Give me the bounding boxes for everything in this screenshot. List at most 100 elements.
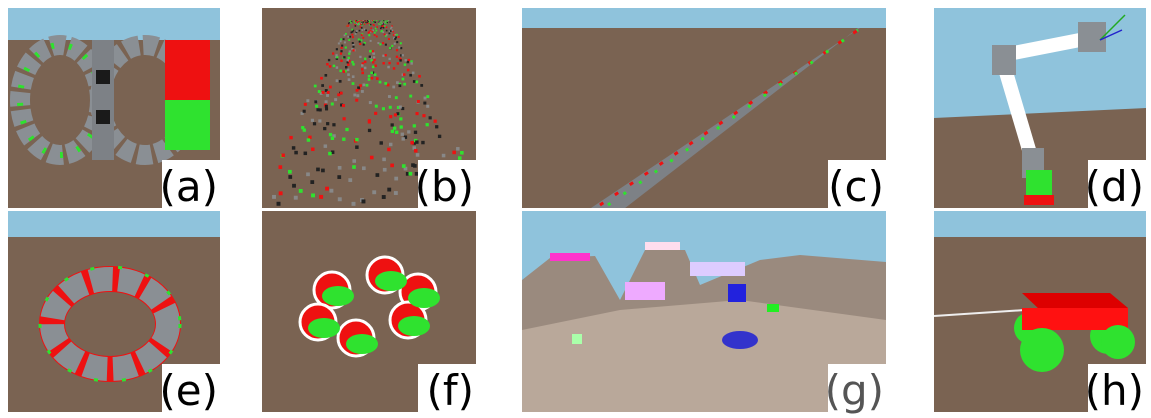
robot-dot: [306, 99, 309, 102]
robot-dot: [347, 63, 349, 65]
robot-dot: [361, 90, 364, 93]
robot-dot: [361, 27, 363, 29]
robot-dot: [354, 21, 355, 22]
panel-label: (e): [159, 366, 218, 415]
robot-dot: [358, 38, 360, 40]
robot-dot: [438, 135, 441, 138]
robot-dot: [372, 61, 374, 63]
robot-dot: [429, 116, 432, 119]
robot-dot: [385, 21, 386, 22]
robot-dot: [294, 151, 298, 155]
robot-dot: [332, 123, 335, 126]
robot-dot: [281, 154, 285, 158]
robot-dot: [380, 141, 383, 144]
robot-dot: [356, 20, 357, 21]
robot-dot: [375, 30, 377, 32]
robot-dot: [396, 41, 398, 43]
robot-dot: [414, 131, 417, 134]
robot-dot: [352, 75, 355, 78]
robot-dot: [365, 22, 366, 23]
robot-dot: [370, 40, 372, 42]
robot-dot: [321, 84, 324, 87]
robot-dot: [329, 133, 332, 136]
robot-dot: [355, 33, 357, 35]
robot-dot: [361, 72, 364, 75]
robot-dot: [363, 44, 365, 46]
robot-dot: [294, 196, 298, 200]
robot-dot: [370, 24, 371, 25]
robot-dot: [370, 156, 374, 160]
robot-dot: [333, 65, 335, 67]
robot-dot: [340, 52, 342, 54]
robot-dot: [388, 38, 390, 40]
robot-dot: [396, 56, 398, 58]
robot-dot: [393, 67, 396, 70]
robot-dot: [346, 25, 348, 27]
robot-dot: [352, 82, 355, 85]
robot-dot: [316, 108, 319, 111]
robot-dot: [393, 127, 396, 130]
robot-dot: [369, 20, 370, 21]
robot-dot: [373, 59, 375, 61]
robot-dot: [363, 83, 366, 86]
robot-dot: [292, 146, 295, 149]
robot-dot: [376, 20, 377, 21]
robot-dot: [383, 20, 384, 21]
robot-dot: [355, 99, 358, 102]
robot-dot: [368, 21, 369, 22]
robot-dot: [299, 189, 303, 193]
robot-dot: [409, 74, 412, 77]
robot-dot: [376, 77, 379, 80]
robot-dot: [379, 22, 380, 23]
robot-dot: [364, 29, 366, 31]
robot-dot: [314, 100, 317, 103]
robot-dot: [311, 148, 314, 151]
robot-dot: [381, 31, 383, 33]
robot-dot: [348, 25, 350, 27]
robot-dot: [397, 62, 399, 64]
robot-dot: [387, 66, 389, 68]
robot-dot: [364, 61, 366, 63]
robot-dot: [310, 180, 314, 184]
robot-dot: [349, 22, 350, 23]
robot-dot: [405, 59, 407, 61]
robot-dot: [374, 112, 377, 115]
robot-dot: [352, 46, 354, 48]
robot-dot: [387, 148, 390, 151]
robot-dot: [383, 168, 387, 172]
robot-dot: [416, 112, 419, 115]
robot-dot: [382, 195, 386, 199]
robot-dot: [426, 123, 429, 126]
robot-dot: [368, 75, 371, 78]
robot-dot: [356, 89, 359, 92]
robot-dot: [321, 169, 325, 173]
robot-dot: [332, 52, 334, 54]
robot-dot: [418, 75, 421, 78]
robot-dot: [345, 66, 347, 68]
robot-dot: [391, 30, 393, 32]
robot-dot: [382, 42, 384, 44]
robot-dot: [389, 115, 392, 118]
robot-dot: [355, 25, 357, 27]
robot-dot: [341, 45, 343, 47]
robot-dot: [340, 60, 342, 62]
robot-dot: [413, 124, 416, 127]
robot-dot: [345, 46, 347, 48]
robot-dot: [400, 125, 403, 128]
robot-dot: [399, 59, 401, 61]
robot-dot: [311, 193, 315, 197]
robot-dot: [303, 128, 306, 131]
robot-dot: [373, 56, 375, 58]
robot-dot: [369, 56, 371, 58]
robot-dot: [352, 63, 354, 65]
robot-dot: [417, 100, 420, 103]
robot-dot: [394, 113, 397, 116]
robot-dot: [424, 97, 427, 100]
robot-dot: [342, 138, 345, 141]
robot-dot: [407, 61, 409, 63]
robot-dot: [364, 58, 366, 60]
robot-dot: [325, 187, 329, 191]
robot-dot: [326, 122, 329, 125]
robot-dot: [359, 41, 361, 43]
robot-dot: [338, 42, 340, 44]
